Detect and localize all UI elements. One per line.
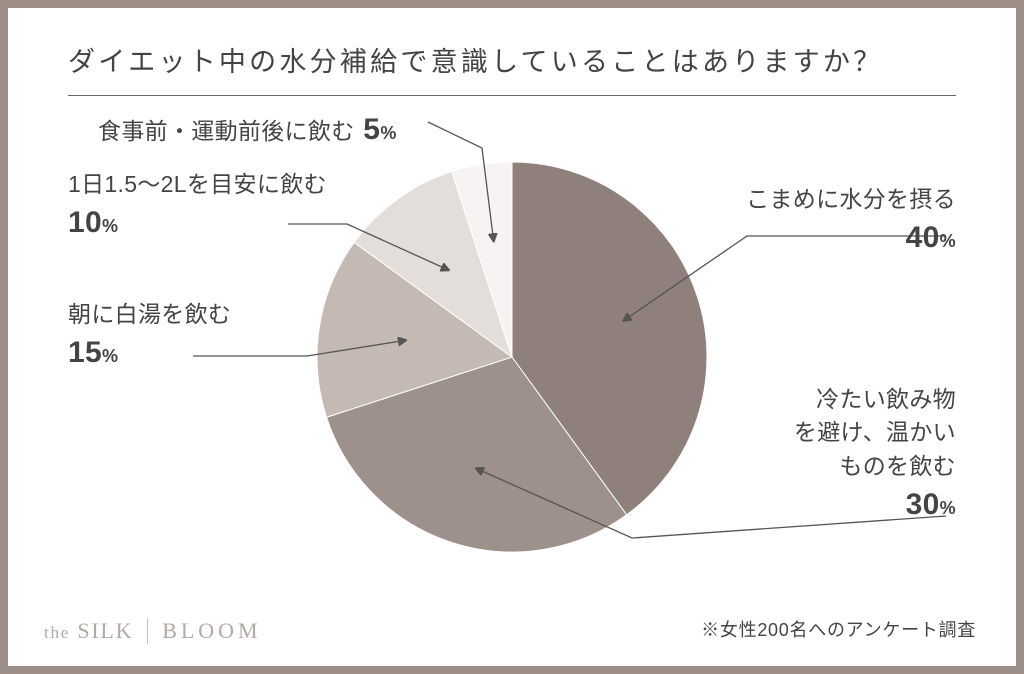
label-slice-2: 朝に白湯を飲む 15% [68,298,231,375]
chart-area: こまめに水分を摂る 40% 冷たい飲み物 を避け、温かい ものを飲む 30% 朝… [8,108,1016,606]
label-pct-1: 30 [906,488,940,521]
brand-silk-the: the [44,623,70,642]
pct-unit-4: % [380,123,396,143]
title-wrap: ダイエット中の水分補給で意識していることはありますか？ [8,8,1016,96]
label-text-1: 冷たい飲み物 を避け、温かい ものを飲む [794,383,956,483]
label-slice-0: こまめに水分を摂る 40% [746,183,956,260]
label-text-2: 朝に白湯を飲む [68,298,231,331]
pct-unit-2: % [102,346,118,366]
card: ダイエット中の水分補給で意識していることはありますか？ こまめに水分を摂る 40… [8,8,1016,666]
leader-line [428,122,494,241]
brand-silk-name: SILK [77,618,133,643]
brand-bloom: BLOOM [162,618,261,644]
label-text-4: 食事前・運動前後に飲む [98,118,355,144]
pct-unit-3: % [102,216,118,236]
brand-silk: the SILK [44,618,133,644]
label-pct-3: 10 [68,206,102,239]
footer-note: ※女性200名へのアンケート調査 [701,616,976,642]
label-slice-1: 冷たい飲み物 を避け、温かい ものを飲む 30% [794,383,956,527]
chart-title: ダイエット中の水分補給で意識していることはありますか？ [68,40,956,96]
pct-unit-0: % [940,231,956,251]
footer-brand: the SILK BLOOM [44,618,262,644]
brand-separator [147,618,148,644]
pct-unit-1: % [940,498,956,518]
label-pct-0: 40 [906,221,940,254]
label-text-3: 1日1.5～2Lを目安に飲む [68,168,327,201]
label-pct-2: 15 [68,336,102,369]
label-text-0: こまめに水分を摂る [746,183,956,216]
label-slice-3: 1日1.5～2Lを目安に飲む 10% [68,168,327,245]
label-slice-4: 食事前・運動前後に飲む 5% [98,108,397,152]
label-pct-4: 5 [363,113,380,146]
